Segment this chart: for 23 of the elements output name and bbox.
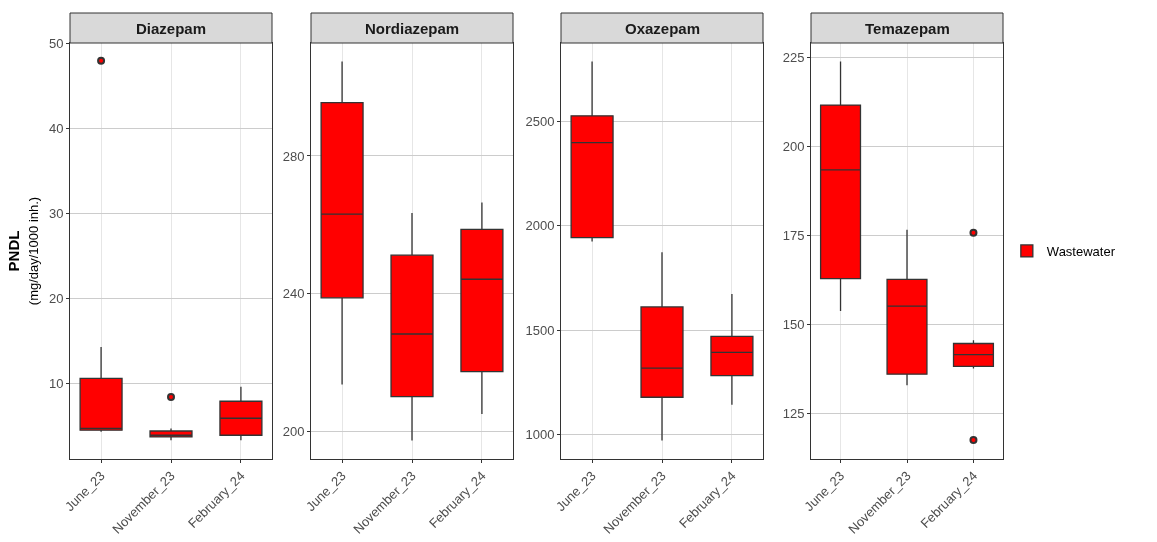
y-tick-label: 30 (48, 206, 64, 222)
chart-title: Temazepam (865, 20, 950, 37)
y-axis-title: PNDL (mg/day/1000 inh.) (4, 196, 42, 306)
chart-title: Oxazepam (625, 20, 701, 37)
y-tick-label: 200 (782, 138, 805, 154)
y-tick-label: 2500 (525, 113, 555, 129)
y-tick-label: 50 (48, 36, 64, 52)
y-tick-label: 1500 (525, 322, 555, 338)
y-tick-label: 280 (282, 148, 305, 164)
chart-title: Nordiazepam (365, 20, 460, 37)
y-tick-label: 2000 (525, 218, 555, 234)
legend-label: Wastewater (1046, 244, 1116, 260)
y-tick-label: 225 (782, 49, 805, 65)
y-tick-label: 150 (782, 317, 805, 333)
y-tick-label: 1000 (525, 426, 555, 442)
y-tick-label: 240 (282, 286, 305, 302)
y-tick-label: 175 (782, 228, 805, 244)
chart-title: Diazepam (136, 20, 207, 37)
y-tick-label: 10 (48, 375, 64, 391)
y-tick-label: 40 (48, 121, 64, 137)
y-tick-label: 200 (282, 424, 305, 439)
y-tick-label: 125 (782, 406, 805, 422)
y-tick-label: 20 (48, 291, 64, 307)
